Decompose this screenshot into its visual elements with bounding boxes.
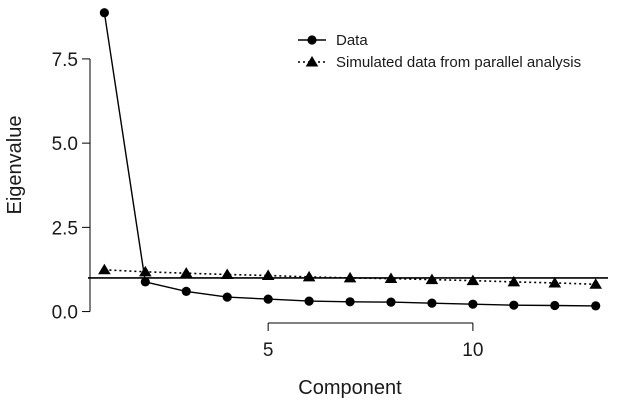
- simulated-point: [98, 263, 111, 275]
- simulated-point: [139, 265, 152, 277]
- y-axis-title: Eigenvalue: [4, 116, 26, 215]
- legend-item: Simulated data from parallel analysis: [298, 54, 581, 71]
- simulated-point: [179, 267, 193, 278]
- data-point: [222, 292, 232, 302]
- simulated-point: [425, 273, 439, 285]
- data-point: [345, 297, 355, 307]
- data-point: [591, 301, 601, 311]
- legend-item: Data: [298, 32, 368, 49]
- simulated-point: [261, 269, 275, 281]
- x-tick-label: 10: [462, 340, 483, 361]
- legend-label: Data: [336, 32, 368, 49]
- simulated-point: [302, 270, 316, 282]
- data-point: [304, 296, 314, 306]
- legend-marker: [307, 35, 317, 45]
- simulated-point: [507, 275, 521, 287]
- series-data: [99, 8, 601, 311]
- data-point: [468, 299, 478, 309]
- data-point: [99, 8, 109, 18]
- data-point: [263, 294, 273, 304]
- simulated-point: [466, 274, 480, 286]
- simulated-point: [343, 271, 357, 283]
- data-point: [550, 300, 560, 311]
- simulated-point: [548, 276, 562, 288]
- data-point: [509, 300, 519, 310]
- legend-marker: [305, 56, 319, 67]
- x-tick-label: 5: [263, 340, 274, 361]
- data-point: [140, 277, 150, 287]
- simulated-point: [589, 278, 603, 289]
- y-tick-label: 0.0: [52, 303, 78, 324]
- data-point: [181, 286, 191, 296]
- y-tick-label: 5.0: [52, 134, 78, 155]
- simulated-point: [384, 272, 398, 284]
- y-tick-label: 7.5: [52, 50, 78, 71]
- y-tick-label: 2.5: [52, 218, 78, 239]
- legend: Data Simulated data from parallel analysi…: [298, 32, 581, 71]
- data-point: [427, 298, 437, 308]
- series-simulated: [98, 263, 603, 289]
- data-point: [386, 297, 396, 307]
- x-axis-title: Component: [298, 377, 402, 399]
- legend-label: Simulated data from parallel analysis: [336, 54, 581, 71]
- simulated-point: [220, 268, 234, 280]
